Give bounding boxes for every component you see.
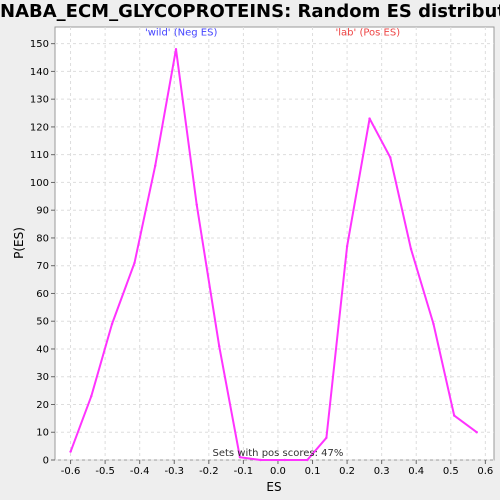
y-tick-label: 60 — [36, 289, 49, 300]
y-tick-label: 10 — [36, 428, 49, 439]
x-tick-label: 0.2 — [339, 466, 355, 477]
data-point — [409, 247, 413, 251]
data-point — [259, 458, 262, 462]
y-tick-label: 120 — [30, 122, 49, 133]
data-point — [154, 164, 157, 167]
x-tick-label: -0.4 — [130, 466, 150, 477]
data-point — [368, 117, 371, 120]
data-point — [475, 431, 478, 434]
data-point — [69, 450, 72, 453]
y-tick-label: 130 — [30, 95, 49, 106]
annotations: 'wild' (Neg ES) 'lab' (Pos ES) Sets with p… — [145, 27, 400, 459]
x-tick-label: 0.0 — [270, 466, 286, 477]
y-tick-label: 150 — [30, 39, 49, 50]
data-point — [432, 322, 435, 326]
data-point — [217, 344, 221, 348]
data-point — [90, 394, 93, 398]
chart-title: NABA_ECM_GLYCOPROTEINS: Random ES distri… — [0, 1, 500, 22]
y-tick-label: 50 — [36, 317, 49, 328]
y-tick-label: 40 — [36, 344, 49, 355]
x-tick-label: 0.4 — [408, 466, 424, 477]
y-tick-label: 140 — [30, 67, 49, 78]
y-tick-label: 100 — [30, 178, 49, 189]
data-point — [238, 456, 242, 459]
y-tick-label: 90 — [36, 206, 49, 217]
x-tick-label: -0.2 — [199, 466, 219, 477]
x-tick-label: 0.3 — [374, 466, 390, 477]
data-point — [453, 414, 456, 417]
x-tick-label: -0.3 — [164, 466, 184, 477]
y-tick-label: 110 — [30, 150, 49, 161]
plot-area — [54, 26, 495, 461]
x-tick-label: -0.6 — [61, 466, 81, 477]
x-tick-label: -0.5 — [95, 466, 115, 477]
data-point — [195, 203, 198, 206]
x-axis-label: ES — [266, 480, 281, 494]
series-line — [69, 48, 478, 461]
chart-annotation: Sets with pos scores: 47% — [212, 448, 343, 459]
y-axis-label: P(ES) — [12, 227, 26, 259]
y-tick-label: 0 — [43, 456, 49, 467]
data-point — [110, 322, 114, 326]
series-layer — [69, 48, 478, 462]
y-tick-label: 20 — [36, 400, 49, 411]
chart-annotation: 'wild' (Neg ES) — [145, 27, 217, 38]
y-tick-label: 80 — [36, 233, 49, 244]
chart-annotation: 'lab' (Pos ES) — [336, 27, 401, 38]
axes: -0.6 -0.5 -0.4 -0.3 -0.2 -0.1 0.0 0.1 0.2 0.3 0.4 0… — [30, 39, 493, 477]
y-tick-label: 70 — [36, 261, 49, 272]
x-tick-label: 0.5 — [443, 466, 459, 477]
data-point — [325, 436, 328, 439]
x-tick-label: 0.1 — [305, 466, 321, 477]
data-point — [174, 48, 178, 51]
data-point — [283, 458, 287, 462]
data-point — [389, 156, 392, 159]
data-point — [133, 261, 136, 265]
data-point — [306, 458, 309, 462]
y-tick-label: 30 — [36, 372, 49, 383]
x-tick-label: 0.6 — [477, 466, 493, 477]
data-point — [345, 245, 349, 248]
x-tick-label: -0.1 — [234, 466, 254, 477]
